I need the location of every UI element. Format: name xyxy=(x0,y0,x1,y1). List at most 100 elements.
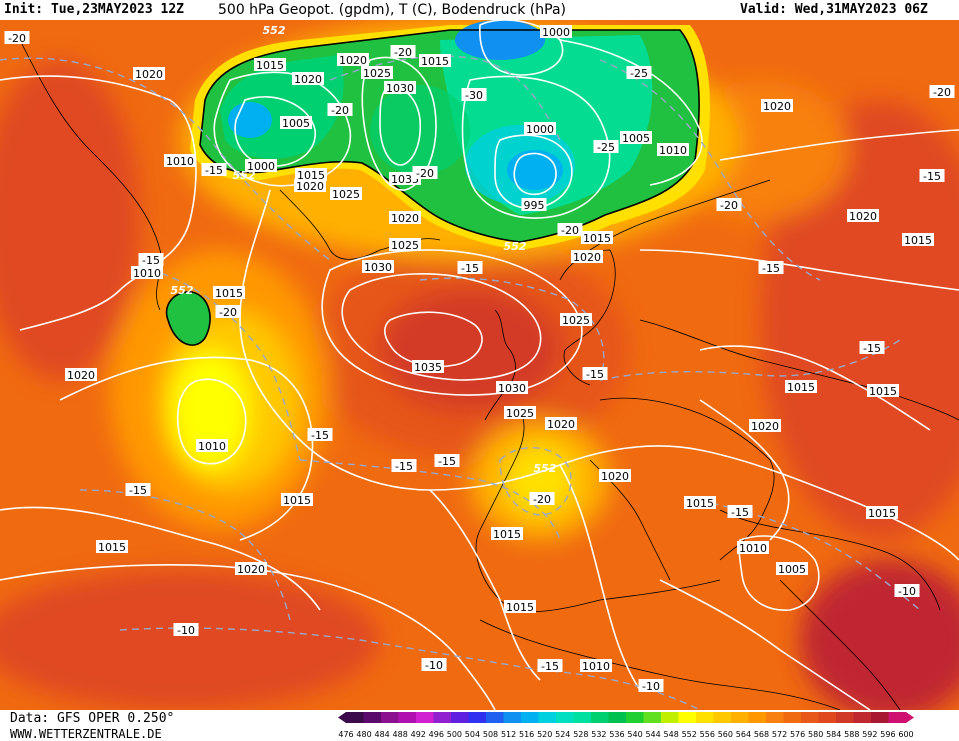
temperature-label-text: -15 xyxy=(395,460,413,473)
colorbar-tick-label: 492 xyxy=(411,730,426,739)
pressure-label-text: 1020 xyxy=(763,100,791,113)
pressure-label-box xyxy=(866,506,898,519)
pressure-label: 1015 xyxy=(785,380,817,394)
temperature-label-text: -15 xyxy=(541,660,559,673)
colorbar-tick-label: 552 xyxy=(682,730,697,739)
website-link[interactable]: WWW.WETTERZENTRALE.DE xyxy=(10,727,162,741)
weather-map[interactable]: 1020 1015 1020 1020 1025 1030 1015 1000 1005 1000… xyxy=(0,20,959,710)
pressure-label: 1000 xyxy=(540,25,572,39)
pressure-label-box xyxy=(164,154,196,167)
pressure-label-box xyxy=(330,187,362,200)
temperature-label-text: -10 xyxy=(425,659,443,672)
temperature-label-box xyxy=(529,492,555,505)
colorbar-tick-label: 588 xyxy=(844,730,859,739)
temperature-label: -15 xyxy=(391,459,417,473)
pressure-label: 1025 xyxy=(560,313,592,327)
temperature-label-text: -15 xyxy=(586,368,604,381)
map-footer: Data: GFS OPER 0.250° WWW.WETTERZENTRALE… xyxy=(0,710,959,741)
pressure-label-text: 1015 xyxy=(787,381,815,394)
colorbar-swatch xyxy=(503,712,522,723)
temperature-label-box xyxy=(557,223,583,236)
pressure-label-box xyxy=(867,384,899,397)
temperature-label-box xyxy=(716,198,742,211)
temperature-label-text: -20 xyxy=(533,493,551,506)
pressure-label-box xyxy=(540,25,572,38)
pressure-label-box xyxy=(294,179,326,192)
geopotential-labels: 552 552 552 552 552 xyxy=(171,24,557,475)
colorbar-swatch xyxy=(836,712,854,723)
temperature-label-text: -20 xyxy=(8,32,26,45)
colorbar-swatch xyxy=(416,712,434,723)
temperature-label-box xyxy=(4,31,30,44)
temperature-label-box xyxy=(537,659,563,672)
pressure-label-box xyxy=(295,168,327,181)
colorbar-tick-label: 520 xyxy=(537,730,552,739)
pressure-label-box xyxy=(599,469,631,482)
pressure-label-box xyxy=(684,496,716,509)
pressure-label-text: 1020 xyxy=(339,54,367,67)
temperature-label: -20 xyxy=(557,223,583,237)
colorbar-swatch xyxy=(748,712,767,723)
temperature-label-box xyxy=(412,166,438,179)
colorbar-tick-label: 580 xyxy=(808,730,823,739)
colorbar-swatch xyxy=(521,712,539,723)
pressure-label: 1030 xyxy=(362,260,394,274)
pressure-label: 1020 xyxy=(545,417,577,431)
pressure-label: 1015 xyxy=(491,527,523,541)
pressure-label-box xyxy=(280,116,312,129)
colorbar-swatch xyxy=(731,712,749,723)
pressure-label: 1030 xyxy=(384,81,416,95)
pressure-label: 1020 xyxy=(847,209,879,223)
pressure-label: 1010 xyxy=(131,266,163,280)
pressure-label-box xyxy=(571,250,603,263)
colorbar-tick-label: 596 xyxy=(880,730,895,739)
colorbar-tick-label: 600 xyxy=(898,730,913,739)
pressure-label: 1010 xyxy=(737,541,769,555)
pressure-label-box xyxy=(389,238,421,251)
temperature-label: -15 xyxy=(125,483,151,497)
pressure-label-text: 1015 xyxy=(256,59,284,72)
pressure-label-box xyxy=(96,540,128,553)
pressure-label: 1020 xyxy=(235,562,267,576)
pressure-label: 1020 xyxy=(389,211,421,225)
pressure-label-box xyxy=(65,368,97,381)
temperature-label-text: -20 xyxy=(394,46,412,59)
colorbar-swatch xyxy=(801,712,819,723)
temperature-label-text: -15 xyxy=(205,164,223,177)
data-source: Data: GFS OPER 0.250° xyxy=(10,711,175,726)
pressure-label: 1020 xyxy=(337,53,369,67)
geopotential-label: 552 xyxy=(171,284,194,297)
colorbar-swatch xyxy=(486,712,504,723)
pressure-label-box xyxy=(761,99,793,112)
colorbar-swatch xyxy=(556,712,574,723)
pressure-label: 1000 xyxy=(524,122,556,136)
pressure-label: 1020 xyxy=(133,67,165,81)
temperature-label-box xyxy=(421,658,447,671)
pressure-label-text: 1015 xyxy=(421,55,449,68)
temperature-label: -20 xyxy=(529,492,555,506)
pressure-labels: 1020101510201020102510301015100010051000… xyxy=(65,25,934,673)
pressure-label-text: 1010 xyxy=(133,267,161,280)
map-canvas[interactable]: 1020101510201020102510301015100010051000… xyxy=(0,20,959,710)
pressure-label-text: 1020 xyxy=(751,420,779,433)
pressure-label-text: 1035 xyxy=(391,173,419,186)
colorbar-swatch xyxy=(538,712,557,723)
pressure-label-box xyxy=(292,72,324,85)
temperature-label-box xyxy=(894,584,920,597)
temperature-label: -20 xyxy=(4,31,30,45)
pressure-label-box xyxy=(620,131,652,144)
pressure-label: 1010 xyxy=(657,143,689,157)
colorbar-tick-label: 500 xyxy=(447,730,462,739)
pressure-label-text: 1020 xyxy=(573,251,601,264)
temperature-label-text: -15 xyxy=(438,455,456,468)
pressure-label-text: 1000 xyxy=(247,160,275,173)
geopotential-colorbar: 476 480 484 488 492 496 500 504 508 512 516 520 524 5… xyxy=(338,712,914,739)
temperature-label: -15 xyxy=(457,261,483,275)
geopotential-label: 552 xyxy=(263,24,286,37)
pressure-label: 1035 xyxy=(412,360,444,374)
colorbar-tick-label: 488 xyxy=(393,730,408,739)
colorbar-tick-label: 576 xyxy=(790,730,805,739)
colorbar-swatch xyxy=(626,712,644,723)
colorbar-swatch xyxy=(696,712,714,723)
temperature-label: -25 xyxy=(593,140,619,154)
